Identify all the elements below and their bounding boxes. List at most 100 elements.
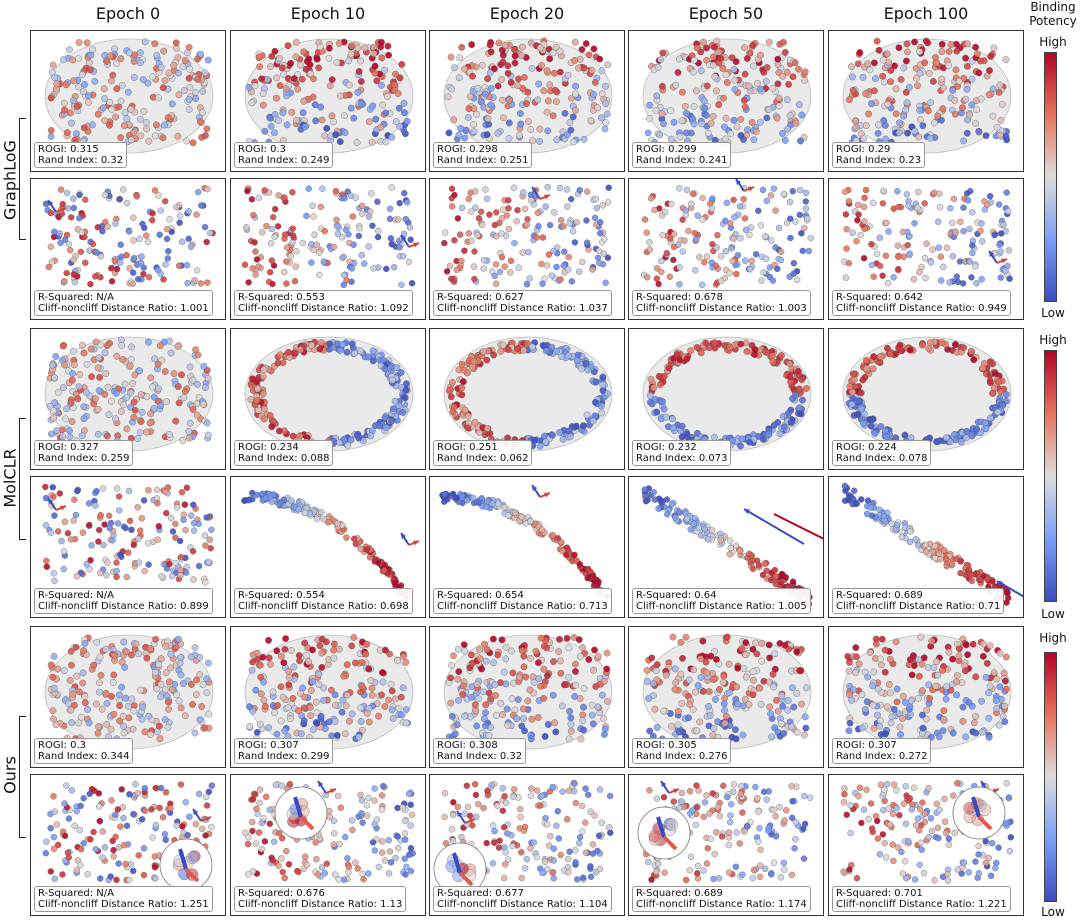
data-point <box>762 78 770 85</box>
data-point <box>892 110 900 118</box>
data-point <box>989 112 997 120</box>
scatter-plot <box>244 336 414 452</box>
data-point <box>784 697 792 704</box>
data-point <box>189 406 197 413</box>
metric-value: 0.344 <box>100 751 130 762</box>
data-point <box>543 262 551 269</box>
rogi-value: ROGI: 0.307 <box>238 740 329 751</box>
data-point <box>472 204 479 211</box>
data-point <box>175 69 182 77</box>
data-point <box>147 410 154 418</box>
data-point <box>352 194 359 201</box>
data-point <box>874 129 882 137</box>
data-point <box>470 128 478 135</box>
rogi-value: ROGI: 0.315 <box>38 144 123 155</box>
data-point <box>687 526 694 533</box>
metric-label: Cliff-noncliff Distance Ratio: <box>238 601 377 612</box>
data-point <box>117 134 124 141</box>
data-point <box>405 258 413 266</box>
data-point <box>310 75 317 83</box>
data-point <box>195 188 202 196</box>
data-point <box>70 77 77 85</box>
data-point <box>384 93 391 100</box>
data-point <box>594 703 602 711</box>
data-point <box>115 103 123 111</box>
data-point <box>104 559 111 566</box>
data-point <box>460 378 467 385</box>
data-point <box>351 349 358 357</box>
data-point <box>859 376 867 384</box>
cliff-arrow <box>996 580 1023 598</box>
data-point <box>520 189 527 196</box>
clustering-metrics-box: ROGI: 0.29 Rand Index: 0.23 <box>832 142 926 168</box>
data-point <box>870 199 877 207</box>
data-point <box>570 138 578 146</box>
metric-value: 0.698 <box>380 601 409 612</box>
data-point <box>960 137 967 145</box>
data-point <box>646 115 653 122</box>
data-point <box>940 84 947 92</box>
data-point <box>677 670 685 678</box>
data-point <box>894 242 902 249</box>
data-point <box>283 280 290 287</box>
data-point <box>779 702 787 710</box>
data-point <box>479 61 486 69</box>
data-point <box>82 196 89 203</box>
data-point <box>494 651 502 659</box>
data-point <box>963 86 971 93</box>
data-point <box>527 654 534 662</box>
data-point <box>357 100 365 108</box>
data-point <box>671 243 678 251</box>
data-point <box>369 102 377 110</box>
data-point <box>94 729 102 737</box>
data-point <box>126 265 133 272</box>
data-point <box>690 520 697 527</box>
data-point <box>725 660 733 668</box>
metric-value: 0.64 <box>694 590 717 601</box>
data-point <box>401 109 408 117</box>
data-point <box>140 497 148 504</box>
data-point <box>763 64 771 71</box>
data-point <box>987 414 994 422</box>
metric-value: 0.553 <box>296 292 325 303</box>
data-point <box>273 647 281 655</box>
data-point <box>936 204 944 211</box>
data-point <box>895 129 903 137</box>
data-point <box>737 116 744 123</box>
data-point <box>102 370 110 378</box>
data-point <box>251 239 258 246</box>
data-point <box>103 342 111 349</box>
cliff-arrow-head <box>532 485 538 491</box>
data-point <box>375 559 382 566</box>
data-point <box>450 652 457 660</box>
data-point <box>556 47 564 55</box>
data-point <box>742 257 749 264</box>
data-point <box>348 710 356 718</box>
data-point <box>272 205 279 213</box>
data-point <box>880 187 887 194</box>
data-point <box>511 46 518 53</box>
data-point <box>123 199 131 207</box>
data-point <box>900 253 907 260</box>
data-point <box>369 347 377 355</box>
data-point <box>301 639 309 647</box>
data-point <box>896 119 903 127</box>
data-point <box>172 559 179 567</box>
data-point <box>259 390 267 397</box>
data-point <box>130 398 138 406</box>
data-point <box>359 202 366 210</box>
data-point <box>651 496 659 503</box>
data-point <box>1003 189 1010 196</box>
data-point <box>97 569 104 577</box>
data-point <box>481 90 489 98</box>
data-point <box>751 346 759 353</box>
data-point <box>514 207 521 214</box>
data-point <box>511 239 518 247</box>
metric-label: Cliff-noncliff Distance Ratio: <box>238 303 377 314</box>
data-point <box>188 681 195 688</box>
data-point <box>94 224 101 231</box>
data-point <box>511 59 519 67</box>
data-point <box>114 520 122 527</box>
data-point <box>62 81 70 89</box>
data-point <box>669 415 677 423</box>
